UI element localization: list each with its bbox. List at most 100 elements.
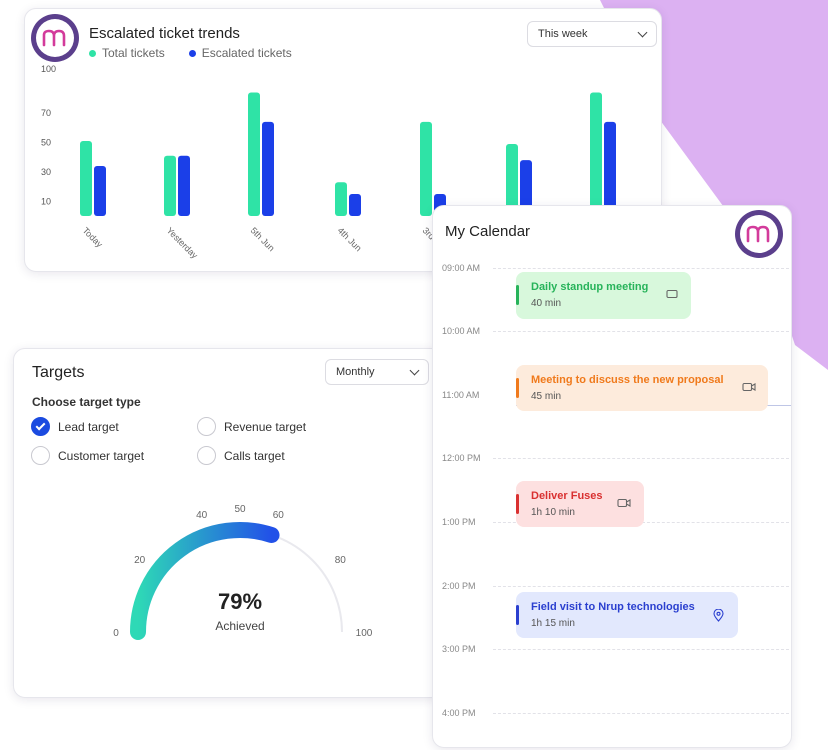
gauge-percent-value: 79% [217, 589, 263, 614]
choose-target-type-label: Choose target type [32, 395, 141, 409]
y-tick-label: 70 [41, 108, 51, 118]
video-icon[interactable] [666, 289, 678, 299]
gauge-tick-label: 40 [196, 510, 208, 521]
bar-total-tickets [248, 92, 260, 216]
customer-target-option[interactable]: Customer target [31, 446, 144, 465]
revenue-target-option[interactable]: Revenue target [197, 417, 306, 436]
customer-target-checkbox[interactable] [31, 446, 50, 465]
x-tick-label: Yesterday [165, 225, 200, 260]
target-gauge: 0 20 40 50 60 80 100 [113, 504, 373, 640]
event-color-bar [516, 285, 519, 305]
gauge-progress-arc [130, 522, 280, 640]
x-tick-label: 4th Jun [336, 225, 364, 253]
time-label: 4:00 PM [442, 708, 476, 718]
bar-escalated-tickets [349, 193, 361, 216]
bar-escalated-tickets [604, 121, 616, 216]
calendar-event[interactable]: Field visit to Nrup technologies 1h 15 m… [516, 592, 738, 638]
bar-escalated-tickets [262, 121, 274, 216]
legend-item-escalated: Escalated tickets [188, 46, 292, 60]
chart-title: Escalated ticket trends [89, 25, 240, 42]
legend-item-total: Total tickets [89, 46, 165, 60]
hour-divider [493, 268, 789, 269]
event-duration: 1h 10 min [531, 507, 575, 518]
time-label: 10:00 AM [442, 326, 481, 336]
bar-escalated-tickets [520, 160, 532, 216]
targets-card: Targets Monthly Choose target type Lead … [13, 348, 443, 698]
event-title: Meeting to discuss the new proposal [531, 374, 724, 386]
gauge-track [137, 529, 343, 633]
munshify-logo-icon [735, 210, 783, 258]
hour-divider [493, 458, 789, 459]
chart-legend: Total tickets Escalated tickets [89, 46, 292, 60]
calls-target-checkbox[interactable] [197, 446, 216, 465]
calendar-event[interactable]: Deliver Fuses 1h 10 min [516, 481, 644, 527]
time-label: 2:00 PM [442, 581, 476, 591]
x-tick-label: Today [81, 225, 105, 249]
event-duration: 45 min [531, 391, 562, 402]
customer-target-label: Customer target [58, 448, 145, 463]
event-color-bar [516, 605, 519, 625]
gauge-tick-label: 20 [134, 555, 146, 566]
event-duration: 40 min [531, 298, 562, 309]
video-icon[interactable] [742, 382, 756, 392]
calls-target-option[interactable]: Calls target [197, 446, 285, 465]
calendar-title: My Calendar [445, 223, 531, 240]
lead-target-label: Lead target [58, 419, 119, 434]
y-tick-label: 30 [41, 167, 51, 177]
hour-divider [493, 331, 789, 332]
revenue-target-label: Revenue target [224, 419, 307, 434]
bar-total-tickets [164, 155, 176, 216]
gauge-tick-label: 80 [335, 555, 347, 566]
gauge-tick-label: 50 [234, 504, 246, 515]
event-duration: 1h 15 min [531, 618, 575, 629]
y-tick-label: 50 [41, 138, 51, 148]
bar-escalated-tickets [94, 166, 106, 216]
bar-total-tickets [590, 92, 602, 216]
time-label: 12:00 PM [442, 453, 481, 463]
gauge-achieved-label: Achieved [215, 619, 265, 633]
legend-dot-total [89, 49, 96, 57]
x-tick-label: 5th Jun [249, 225, 277, 253]
bar-total-tickets [335, 182, 347, 216]
time-label: 11:00 AM [442, 390, 480, 400]
revenue-target-checkbox[interactable] [197, 417, 216, 436]
calendar-event[interactable]: Meeting to discuss the new proposal 45 m… [516, 365, 768, 411]
chevron-down-icon [409, 365, 420, 376]
lead-target-checkbox[interactable] [31, 417, 50, 436]
video-icon[interactable] [617, 498, 631, 508]
gauge-tick-label: 60 [273, 510, 285, 521]
location-pin-icon[interactable] [713, 609, 724, 622]
event-title: Deliver Fuses [531, 490, 603, 502]
hour-divider [493, 649, 789, 650]
event-color-bar [516, 494, 519, 514]
calendar-event[interactable]: Daily standup meeting 40 min [516, 272, 691, 319]
y-tick-label: 10 [41, 196, 51, 206]
hour-divider [493, 713, 789, 714]
legend-dot-escalated [188, 49, 196, 57]
event-color-bar [516, 378, 519, 398]
bar-total-tickets [420, 121, 432, 216]
legend-label-escalated: Escalated tickets [201, 46, 292, 60]
gauge-tick-label: 100 [356, 628, 373, 639]
my-calendar-card: My Calendar 09:00 AM 10:00 AM 11:00 AM 1… [432, 205, 792, 748]
gauge-tick-label: 0 [113, 628, 119, 639]
event-title: Field visit to Nrup technologies [531, 601, 695, 613]
legend-label-total: Total tickets [102, 46, 165, 60]
targets-period-value: Monthly [336, 366, 375, 378]
bar-total-tickets [506, 143, 518, 216]
bar-escalated-tickets [178, 155, 190, 216]
y-tick-label: 100 [41, 64, 56, 74]
targets-period-dropdown[interactable]: Monthly [325, 359, 429, 385]
calls-target-label: Calls target [224, 448, 285, 463]
lead-target-option[interactable]: Lead target [31, 417, 119, 436]
bar-total-tickets [80, 141, 92, 216]
time-label: 09:00 AM [442, 263, 481, 273]
period-dropdown[interactable]: This week [527, 21, 657, 47]
time-label: 3:00 PM [442, 644, 476, 654]
targets-title: Targets [32, 364, 85, 381]
checkmark-icon [35, 420, 46, 431]
time-label: 1:00 PM [442, 517, 476, 527]
